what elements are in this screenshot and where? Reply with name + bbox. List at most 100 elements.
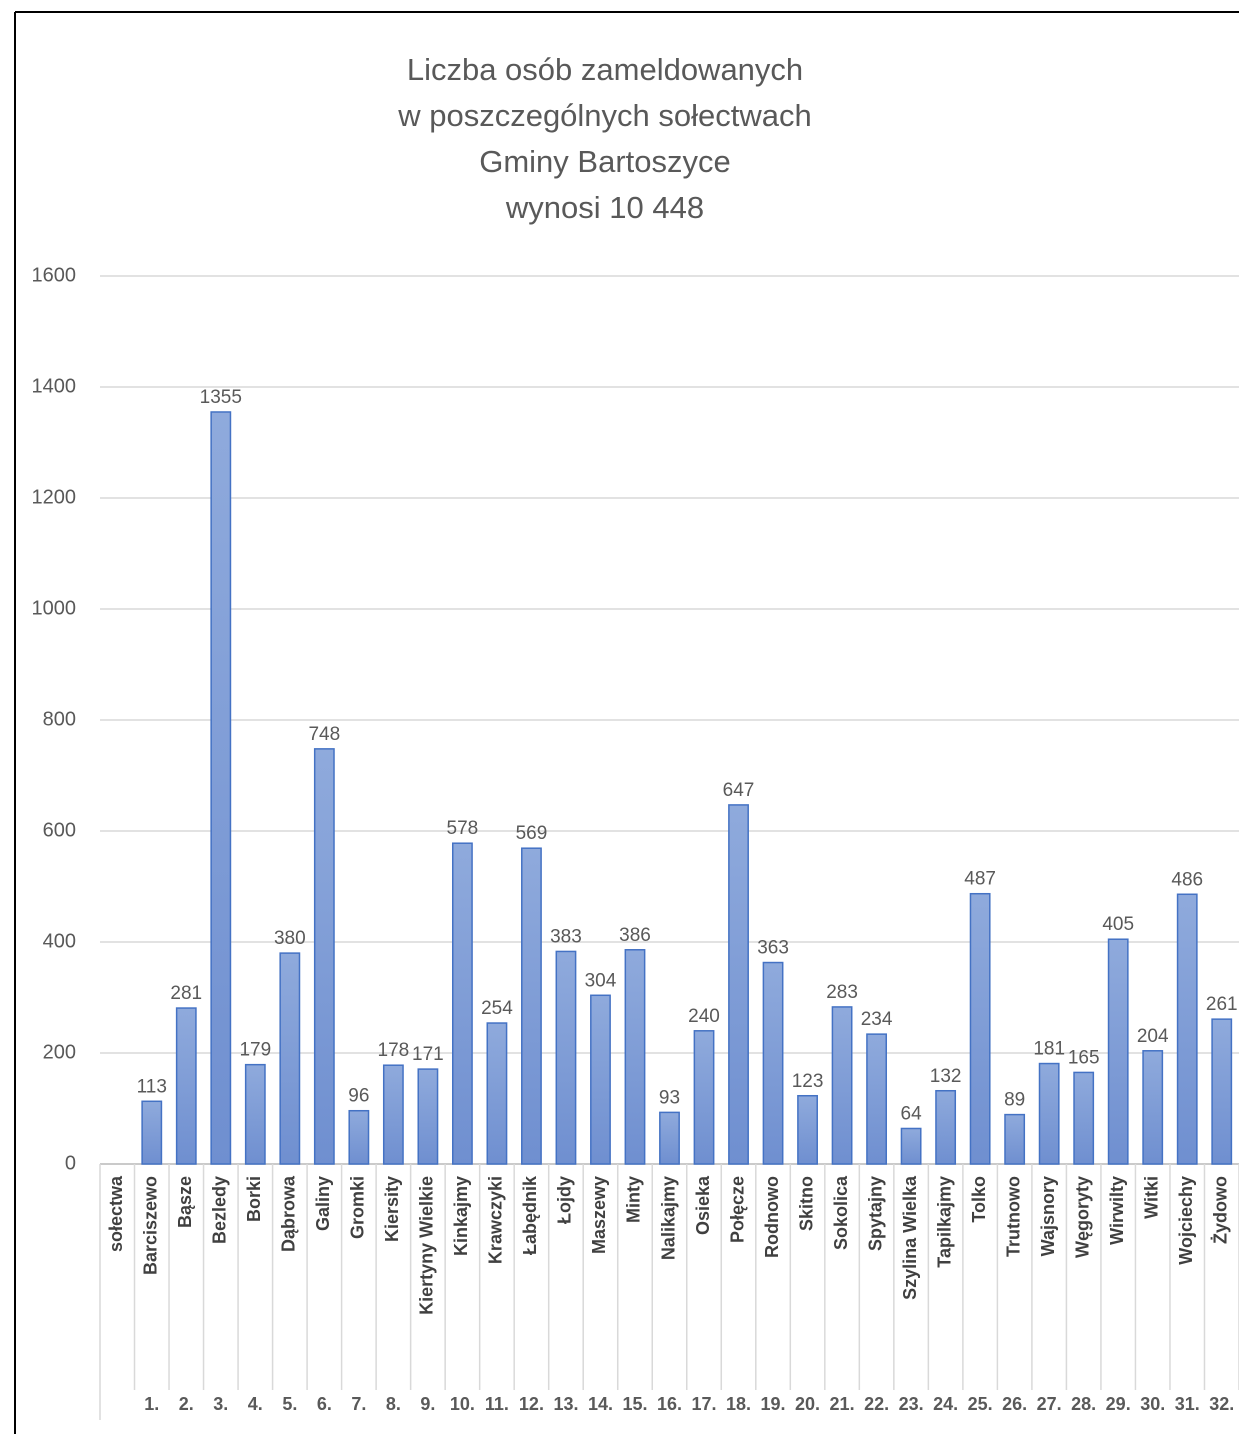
y-tick-label: 1600 <box>32 264 77 286</box>
x-tick-label: Szylina Wielka <box>900 1175 920 1300</box>
data-label: 113 <box>137 1076 167 1097</box>
data-label: 578 <box>447 818 479 839</box>
x-group-label: 5. <box>282 1394 297 1414</box>
x-group-label: 28. <box>1071 1394 1096 1414</box>
bar <box>1107 938 1129 1165</box>
x-tick-label: Wojciechy <box>1176 1176 1196 1265</box>
data-label: 234 <box>861 1009 893 1030</box>
x-group-label: 27. <box>1037 1394 1062 1414</box>
bar <box>624 949 646 1165</box>
x-tick-label: Barciszewo <box>141 1176 161 1275</box>
data-label: 304 <box>585 970 617 991</box>
bar <box>313 748 335 1165</box>
x-tick-label: Bąsze <box>175 1176 195 1228</box>
x-tick-label: Osieka <box>693 1175 713 1235</box>
x-tick-label: Trutnowo <box>1003 1176 1023 1257</box>
chart-title: Gminy Bartoszyce <box>479 144 731 179</box>
x-tick-label: Witki <box>1141 1176 1161 1219</box>
x-group-label: 20. <box>795 1394 820 1414</box>
data-label: 89 <box>1004 1090 1025 1111</box>
x-group-label: 15. <box>622 1394 647 1414</box>
bar <box>244 1063 266 1165</box>
x-group-label: 25. <box>968 1394 993 1414</box>
data-label: 261 <box>1206 994 1238 1015</box>
data-label: 1355 <box>200 387 242 408</box>
x-tick-label: Kiertyny Wielkie <box>417 1176 437 1315</box>
x-tick-label: Łojdy <box>555 1176 575 1224</box>
x-tick-label: Dąbrowa <box>279 1175 299 1252</box>
x-tick-label: Rodnowo <box>762 1176 782 1258</box>
x-tick-label: sołectwa <box>106 1175 126 1252</box>
x-tick-label: Skitno <box>796 1176 816 1231</box>
x-group-label: 2. <box>179 1394 194 1414</box>
data-label: 181 <box>1033 1039 1065 1060</box>
bar <box>1211 1018 1233 1165</box>
y-tick-label: 1200 <box>32 486 77 508</box>
x-group-label: 7. <box>351 1394 366 1414</box>
x-tick-label: Gromki <box>348 1176 368 1239</box>
bar <box>1142 1050 1164 1165</box>
x-group-label: 32. <box>1209 1394 1234 1414</box>
data-label: 281 <box>170 983 202 1004</box>
x-group-label: 29. <box>1106 1394 1131 1414</box>
x-tick-label: Borki <box>244 1176 264 1222</box>
chart-title: w poszczególnych sołectwach <box>397 98 812 133</box>
x-tick-label: Węgoryty <box>1072 1176 1092 1258</box>
y-tick-label: 600 <box>43 819 76 841</box>
bar <box>348 1109 370 1165</box>
data-label: 132 <box>930 1066 962 1087</box>
x-tick-label: Sokolica <box>831 1175 851 1250</box>
bar <box>969 892 991 1165</box>
bar <box>521 847 542 1165</box>
data-label: 363 <box>757 938 789 959</box>
x-tick-label: Kiersity <box>382 1176 402 1242</box>
x-group-label: 24. <box>933 1394 958 1414</box>
x-group-label: 13. <box>553 1394 578 1414</box>
data-label: 386 <box>619 925 651 946</box>
data-label: 123 <box>792 1071 824 1092</box>
data-label: 487 <box>964 869 996 890</box>
y-tick-label: 0 <box>65 1152 76 1174</box>
data-label: 165 <box>1068 1047 1100 1068</box>
y-tick-label: 800 <box>43 708 76 730</box>
x-group-label: 10. <box>450 1394 475 1414</box>
x-tick-label: Minty <box>624 1176 644 1223</box>
x-group-label: 21. <box>830 1394 855 1414</box>
x-group-label: 9. <box>420 1394 435 1414</box>
bar <box>382 1064 404 1165</box>
bar <box>1038 1062 1060 1165</box>
y-tick-label: 200 <box>43 1041 76 1063</box>
x-tick-label: Bezledy <box>210 1176 230 1244</box>
data-label: 486 <box>1171 869 1203 890</box>
y-tick-label: 1400 <box>32 375 77 397</box>
x-tick-label: Galiny <box>313 1176 333 1231</box>
data-label: 283 <box>826 982 858 1003</box>
x-tick-label: Żydowo <box>1210 1176 1230 1244</box>
bar <box>590 994 611 1165</box>
bar <box>555 950 577 1165</box>
data-label: 254 <box>481 998 513 1019</box>
data-label: 405 <box>1102 914 1134 935</box>
bar <box>900 1127 922 1165</box>
bar <box>1073 1071 1095 1165</box>
x-tick-label: Wajsnory <box>1038 1176 1058 1256</box>
x-group-label: 23. <box>899 1394 924 1414</box>
x-group-label: 4. <box>248 1394 263 1414</box>
data-label: 383 <box>550 926 582 947</box>
bar <box>141 1100 163 1165</box>
bar <box>728 804 749 1165</box>
x-group-label: 19. <box>761 1394 786 1414</box>
bar <box>417 1068 439 1165</box>
data-label: 64 <box>901 1103 923 1124</box>
bar <box>935 1089 957 1165</box>
x-tick-label: Nalikajmy <box>658 1176 678 1260</box>
data-label: 240 <box>688 1006 720 1027</box>
x-tick-label: Wirwilty <box>1107 1176 1127 1245</box>
x-group-label: 12. <box>519 1394 544 1414</box>
chart-title: wynosi 10 448 <box>505 190 704 225</box>
x-group-label: 26. <box>1002 1394 1027 1414</box>
data-label: 96 <box>348 1086 369 1107</box>
data-label: 569 <box>516 823 548 844</box>
